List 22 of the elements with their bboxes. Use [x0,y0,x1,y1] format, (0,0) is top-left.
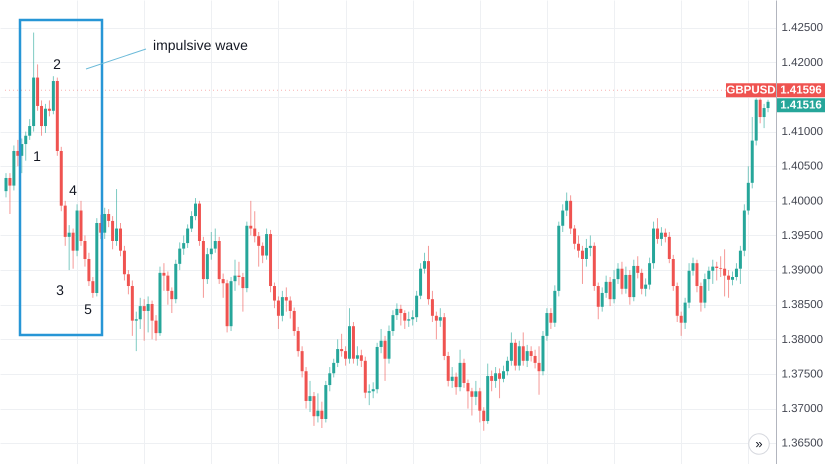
y-tick-label: 1.40000 [782,195,824,208]
annotation: 3 [56,282,64,298]
text: 1.41516 [780,99,822,112]
y-tick-label: 1.41000 [782,126,824,138]
annotation: 5 [84,301,92,317]
y-tick-label: 1.37000 [782,403,824,416]
annotation: 4 [69,182,78,198]
y-tick-label: 1.38500 [782,299,824,312]
annotation: 1 [33,148,42,164]
y-tick-label: 1.38000 [782,334,824,346]
y-tick-label: 1.42000 [782,56,824,69]
annotation: impulsive wave [153,37,248,53]
y-tick-label: 1.36500 [782,438,824,450]
annotation: » [755,436,763,451]
y-tick-label: 1.40500 [782,160,824,173]
ref-line-label: GBPUSD [726,84,776,96]
y-tick-label: 1.39000 [782,264,824,277]
y-tick-label: 1.42500 [782,22,824,34]
annotation: 2 [53,56,62,72]
y-tick-label: 1.39500 [782,230,824,242]
y-tick-label: 1.37500 [782,368,824,380]
text: 1.41596 [780,84,822,96]
